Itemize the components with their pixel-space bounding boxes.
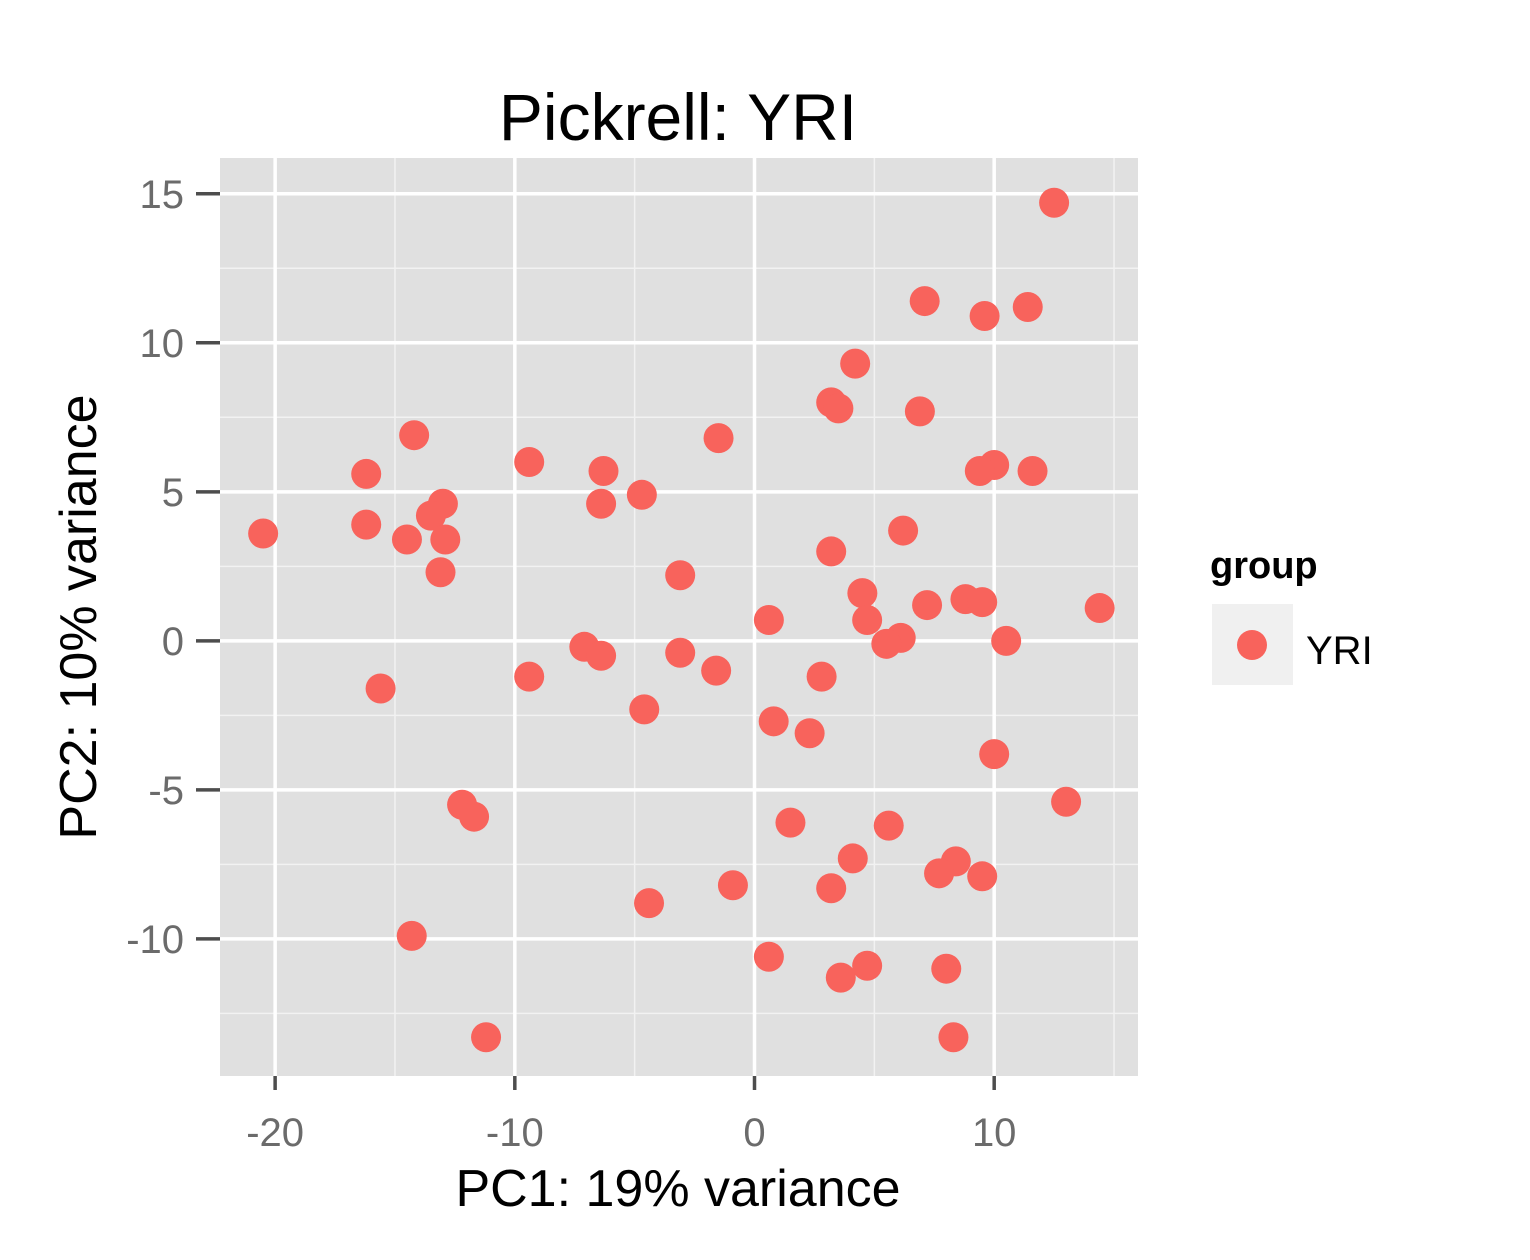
y-tick-label: -10 <box>126 918 184 962</box>
data-point <box>979 739 1010 770</box>
x-axis-label: PC1: 19% variance <box>455 1160 900 1218</box>
data-point <box>514 447 545 478</box>
data-point <box>816 873 847 904</box>
data-points <box>248 187 1115 1053</box>
data-point <box>852 950 883 981</box>
data-point <box>665 637 696 668</box>
y-axis-label: PC2: 10% variance <box>50 394 108 839</box>
chart-title: Pickrell: YRI <box>499 80 857 154</box>
x-axis: -20 -10 0 10 <box>246 1076 1016 1155</box>
data-point <box>717 870 748 901</box>
data-point <box>1039 187 1070 218</box>
data-point <box>430 524 461 555</box>
data-point <box>909 286 940 317</box>
y-tick-label: 0 <box>162 620 184 664</box>
y-axis: -10 -5 0 5 10 15 <box>126 173 220 962</box>
data-point <box>967 861 998 892</box>
data-point <box>514 661 545 692</box>
data-point <box>991 625 1022 656</box>
data-point <box>924 858 955 889</box>
data-point <box>586 488 617 519</box>
data-point <box>701 655 732 686</box>
data-point <box>912 590 943 621</box>
data-point <box>823 393 854 424</box>
y-tick-label: 15 <box>140 173 185 217</box>
data-point <box>351 458 382 489</box>
grid-major-lines <box>220 158 1138 1076</box>
data-point <box>753 604 784 635</box>
data-point <box>396 920 427 951</box>
data-point <box>415 500 446 531</box>
data-point <box>847 578 878 609</box>
data-point <box>1084 593 1115 624</box>
data-point <box>425 557 456 588</box>
data-point <box>753 941 784 972</box>
data-point <box>888 515 919 546</box>
y-tick-label: -5 <box>148 769 184 813</box>
y-tick-label: 10 <box>140 322 185 366</box>
legend-key-dot <box>1237 630 1267 660</box>
data-point <box>586 640 617 671</box>
data-point <box>840 348 871 379</box>
data-point <box>588 455 619 486</box>
data-point <box>775 807 806 838</box>
data-point <box>969 300 1000 331</box>
data-point <box>964 455 995 486</box>
data-point <box>365 673 396 704</box>
data-point <box>1051 786 1082 817</box>
data-point <box>938 1022 969 1053</box>
data-point <box>665 560 696 591</box>
y-tick-label: 5 <box>162 471 184 515</box>
data-point <box>634 888 665 919</box>
data-point <box>471 1022 502 1053</box>
data-point <box>459 801 490 832</box>
x-tick-label: -20 <box>246 1111 304 1155</box>
data-point <box>871 628 902 659</box>
data-point <box>794 718 825 749</box>
data-point <box>967 587 998 618</box>
legend-entry-label: YRI <box>1306 629 1373 673</box>
data-point <box>931 953 962 984</box>
data-point <box>1012 292 1043 323</box>
x-tick-label: 10 <box>972 1111 1017 1155</box>
data-point <box>629 694 660 725</box>
data-point <box>758 706 789 737</box>
data-point <box>806 661 837 692</box>
x-tick-label: -10 <box>486 1111 544 1155</box>
data-point <box>703 423 734 454</box>
data-point <box>852 604 883 635</box>
data-point <box>351 509 382 540</box>
data-point <box>626 479 657 510</box>
data-point <box>391 524 422 555</box>
data-point <box>816 536 847 567</box>
data-point <box>399 420 430 451</box>
data-point <box>873 810 904 841</box>
data-point <box>825 962 856 993</box>
data-point <box>904 396 935 427</box>
x-tick-label: 0 <box>743 1111 765 1155</box>
legend-title: group <box>1210 545 1318 587</box>
legend: group YRI <box>1210 545 1373 685</box>
data-point <box>837 843 868 874</box>
data-point <box>1017 455 1048 486</box>
data-point <box>248 518 279 549</box>
